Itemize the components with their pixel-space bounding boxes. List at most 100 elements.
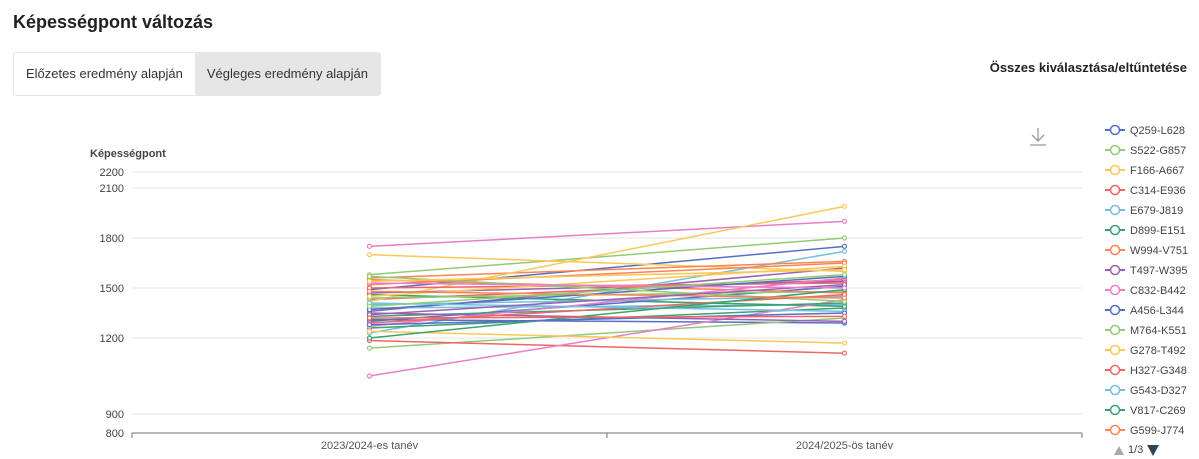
legend-item[interactable]: G599-J774 [1105, 424, 1184, 437]
legend-marker [1109, 364, 1121, 376]
data-point [366, 303, 373, 309]
series-line [369, 330, 845, 344]
legend-label: M764-K551 [1130, 325, 1187, 337]
legend-label: C314-E936 [1130, 185, 1186, 197]
legend-marker [1109, 144, 1121, 156]
series-line [369, 220, 845, 248]
series-line [369, 339, 845, 354]
y-tick-label: 1500 [100, 283, 124, 295]
series-line [369, 260, 845, 279]
legend-item[interactable]: V817-C269 [1105, 404, 1186, 417]
legend-marker [1109, 284, 1121, 296]
legend-label: G278-T492 [1130, 345, 1186, 357]
data-point [841, 267, 848, 273]
legend-label: F166-A667 [1130, 165, 1184, 177]
x-tick-label: 2023/2024-es tanév [321, 440, 419, 452]
data-point [841, 203, 848, 209]
legend-marker [1109, 184, 1121, 196]
legend-label: S522-G857 [1130, 145, 1186, 157]
data-point [841, 248, 848, 254]
series-line [369, 312, 845, 326]
data-point [366, 252, 373, 258]
data-point [841, 340, 848, 346]
data-point [841, 235, 848, 241]
data-point [366, 345, 373, 351]
series-line [369, 282, 845, 289]
y-tick-label: 1800 [100, 233, 124, 245]
legend-item[interactable]: H327-G348 [1105, 364, 1187, 377]
series-line [369, 315, 845, 319]
series-line [369, 283, 845, 316]
legend-label: G543-D327 [1130, 385, 1187, 397]
legend-marker [1109, 204, 1121, 216]
y-axis-title: Képességpont [90, 148, 166, 160]
tab-preliminary[interactable]: Előzetes eredmény alapján [26, 66, 183, 81]
series-C832-B442 [366, 218, 848, 249]
data-point [841, 318, 848, 324]
legend-item[interactable]: E679-J819 [1105, 204, 1183, 217]
select-all-toggle[interactable]: Összes kiválasztása/eltűntetése [989, 60, 1187, 75]
tab-final[interactable]: Végleges eredmény alapján [194, 53, 380, 95]
series-unnamed-37 [366, 272, 848, 309]
legend-marker [1109, 324, 1121, 336]
data-point [366, 315, 373, 321]
legend-label: A456-L344 [1130, 305, 1184, 317]
legend-item[interactable]: C832-B442 [1105, 284, 1186, 297]
legend-label: D899-E151 [1130, 225, 1186, 237]
legend-item[interactable]: A456-L344 [1105, 304, 1184, 317]
y-tick-label: 2100 [100, 183, 124, 195]
legend-item[interactable]: C314-E936 [1105, 184, 1186, 197]
series-unnamed-39 [366, 313, 848, 321]
legend-label: H327-G348 [1130, 365, 1187, 377]
data-point [366, 243, 373, 249]
y-tick-label: 2200 [100, 167, 124, 179]
data-point [366, 273, 373, 279]
legend-label: Q259-L628 [1130, 125, 1185, 137]
x-tick-label: 2024/2025-ös tanév [796, 440, 894, 452]
series-line [369, 250, 845, 334]
series-line [369, 307, 845, 329]
result-tabs: Előzetes eredmény alapján Végleges eredm… [13, 52, 381, 96]
data-point [841, 243, 848, 249]
legend-label: E679-J819 [1130, 205, 1183, 217]
legend-marker [1109, 124, 1121, 136]
legend-marker [1109, 424, 1121, 436]
series-line [369, 253, 845, 273]
series-line [369, 278, 845, 294]
series-line [369, 302, 845, 313]
legend-marker [1109, 244, 1121, 256]
legend-marker [1109, 304, 1121, 316]
legend-item[interactable]: G278-T492 [1105, 344, 1186, 357]
data-point [841, 218, 848, 224]
download-icon[interactable] [1028, 126, 1048, 148]
data-point [366, 373, 373, 379]
series-line [369, 290, 845, 299]
legend-item[interactable]: D899-E151 [1105, 224, 1186, 237]
data-point [841, 313, 848, 319]
legend-page-label: 1/3 [1128, 444, 1144, 456]
data-point [366, 293, 373, 299]
series-unnamed-38 [366, 267, 848, 284]
data-point [366, 335, 373, 341]
series-line [369, 273, 845, 308]
legend-item[interactable]: T497-W395 [1105, 264, 1187, 277]
series-line [369, 288, 845, 339]
legend-item[interactable]: G543-D327 [1105, 384, 1187, 397]
legend-prev-icon[interactable] [1114, 445, 1124, 455]
series-unnamed-33 [366, 288, 848, 301]
data-point [841, 295, 848, 301]
legend-item[interactable]: Q259-L628 [1105, 124, 1185, 137]
data-point [841, 272, 848, 278]
legend-marker [1109, 404, 1121, 416]
page-title: Képességpont változás [13, 12, 214, 32]
series-unnamed-20 [366, 328, 848, 346]
legend-item[interactable]: M764-K551 [1105, 324, 1187, 337]
data-point [841, 350, 848, 356]
legend-next-icon[interactable] [1147, 444, 1160, 456]
data-point [366, 328, 373, 334]
y-tick-label: 900 [106, 409, 124, 421]
legend-item[interactable]: W994-V751 [1105, 244, 1188, 257]
legend-item[interactable]: F166-A667 [1105, 164, 1184, 177]
legend-item[interactable]: S522-G857 [1105, 144, 1186, 157]
